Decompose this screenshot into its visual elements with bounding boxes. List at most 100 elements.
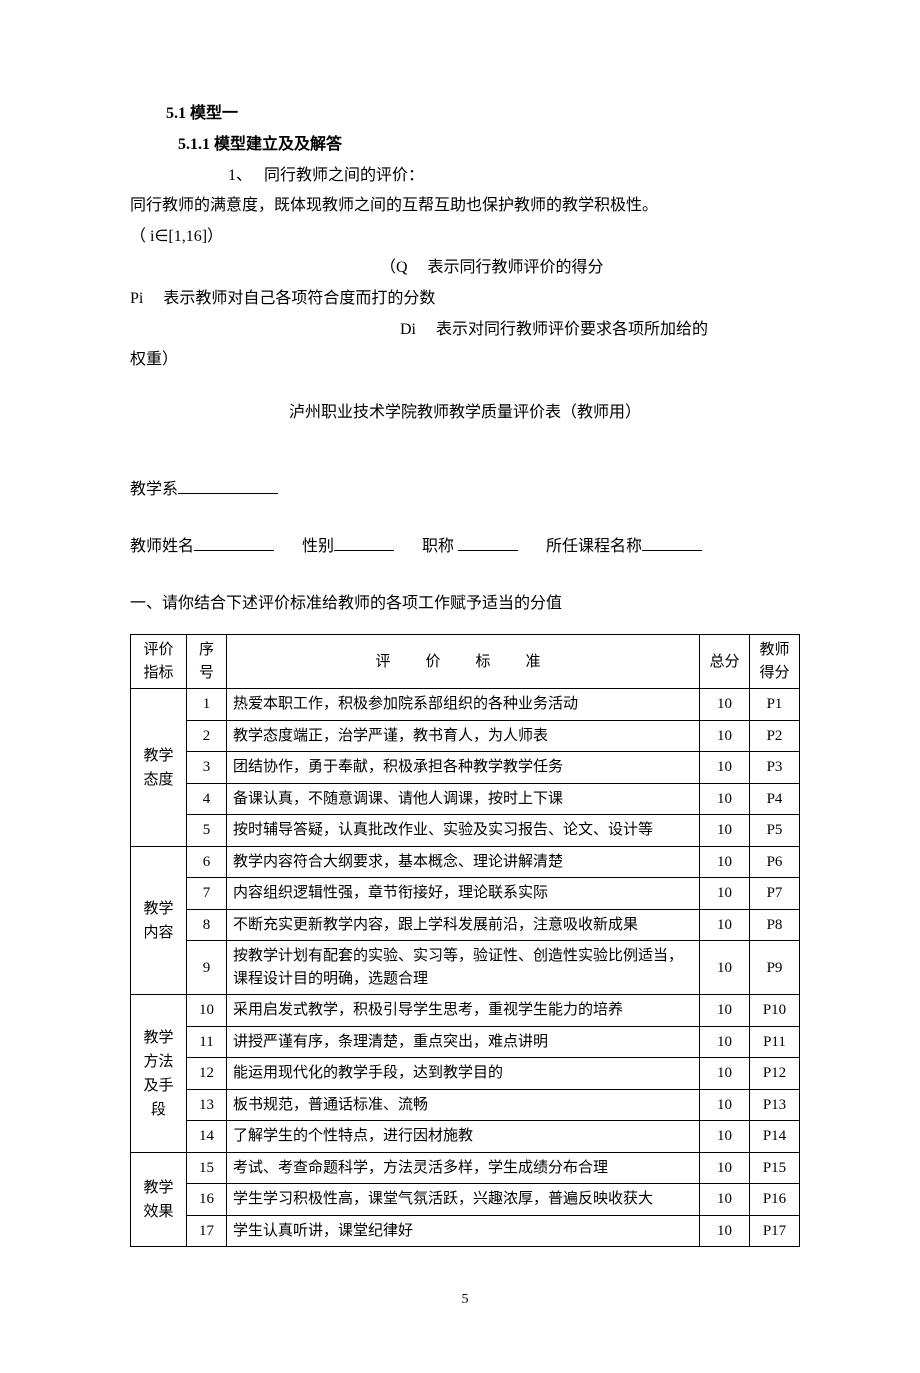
criteria-cell: 能运用现代化的教学手段，达到教学目的: [227, 1058, 700, 1090]
criteria-cell: 不断充实更新教学内容，跟上学科发展前沿，注意吸收新成果: [227, 909, 700, 941]
criteria-cell: 团结协作，勇于奉献，积极承担各种教学教学任务: [227, 752, 700, 784]
table-row: 2教学态度端正，治学严谨，教书育人，为人师表10P2: [131, 720, 800, 752]
indicator-cell: 教学方法及手段: [131, 995, 187, 1153]
blank-gender: [334, 533, 394, 551]
col-seq: 序号: [187, 635, 227, 689]
total-cell: 10: [700, 878, 750, 910]
table-row: 17学生认真听讲，课堂纪律好10P17: [131, 1215, 800, 1247]
score-cell: P1: [750, 689, 800, 721]
score-cell: P13: [750, 1089, 800, 1121]
table-title: 泸州职业技术学院教师教学质量评价表（教师用）: [130, 399, 800, 428]
score-cell: P7: [750, 878, 800, 910]
total-cell: 10: [700, 1089, 750, 1121]
seq-cell: 2: [187, 720, 227, 752]
col-total: 总分: [700, 635, 750, 689]
criteria-cell: 内容组织逻辑性强，章节衔接好，理论联系实际: [227, 878, 700, 910]
table-row: 13板书规范，普通话标准、流畅10P13: [131, 1089, 800, 1121]
criteria-cell: 采用启发式教学，积极引导学生思考，重视学生能力的培养: [227, 995, 700, 1027]
score-cell: P14: [750, 1121, 800, 1153]
total-cell: 10: [700, 941, 750, 995]
score-cell: P4: [750, 783, 800, 815]
table-row: 教学内容6教学内容符合大纲要求，基本概念、理论讲解清楚10P6: [131, 846, 800, 878]
instruction: 一、请你结合下述评价标准给教师的各项工作赋予适当的分值: [130, 590, 800, 619]
criteria-cell: 按教学计划有配套的实验、实习等，验证性、创造性实验比例适当，课程设计目的明确，选…: [227, 941, 700, 995]
total-cell: 10: [700, 846, 750, 878]
total-cell: 10: [700, 1121, 750, 1153]
criteria-cell: 教学态度端正，治学严谨，教书育人，为人师表: [227, 720, 700, 752]
score-cell: P2: [750, 720, 800, 752]
table-row: 8不断充实更新教学内容，跟上学科发展前沿，注意吸收新成果10P8: [131, 909, 800, 941]
seq-cell: 6: [187, 846, 227, 878]
indicator-cell: 教学态度: [131, 689, 187, 847]
table-row: 教学态度1热爱本职工作，积极参加院系部组织的各种业务活动10P1: [131, 689, 800, 721]
total-cell: 10: [700, 752, 750, 784]
total-cell: 10: [700, 909, 750, 941]
score-cell: P3: [750, 752, 800, 784]
indicator-cell: 教学效果: [131, 1152, 187, 1247]
seq-cell: 8: [187, 909, 227, 941]
heading-51: 5.1 模型一: [166, 100, 800, 129]
total-cell: 10: [700, 815, 750, 847]
criteria-cell: 考试、考查命题科学，方法灵活多样，学生成绩分布合理: [227, 1152, 700, 1184]
total-cell: 10: [700, 689, 750, 721]
score-cell: P9: [750, 941, 800, 995]
label-gender: 性别: [302, 538, 334, 555]
label-name: 教师姓名: [130, 538, 194, 555]
total-cell: 10: [700, 720, 750, 752]
criteria-cell: 按时辅导答疑，认真批改作业、实验及实习报告、论文、设计等: [227, 815, 700, 847]
intro-para-2: （ i∈[1,16]）: [130, 223, 800, 252]
score-cell: P16: [750, 1184, 800, 1216]
table-row: 16学生学习积极性高，课堂气氛活跃，兴趣浓厚，普遍反映收获大10P16: [131, 1184, 800, 1216]
intro-pi: Pi 表示教师对自己各项符合度而打的分数: [130, 285, 800, 314]
score-cell: P5: [750, 815, 800, 847]
seq-cell: 17: [187, 1215, 227, 1247]
intro-weight: 权重）: [130, 346, 800, 375]
label-dept: 教学系: [130, 481, 178, 498]
criteria-cell: 讲授严谨有序，条理清楚，重点突出，难点讲明: [227, 1026, 700, 1058]
blank-dept: [178, 476, 278, 494]
indicator-cell: 教学内容: [131, 846, 187, 995]
score-cell: P11: [750, 1026, 800, 1058]
criteria-cell: 学生学习积极性高，课堂气氛活跃，兴趣浓厚，普遍反映收获大: [227, 1184, 700, 1216]
form-info: 教师姓名 性别 职称 所任课程名称: [130, 533, 800, 562]
total-cell: 10: [700, 1058, 750, 1090]
total-cell: 10: [700, 1215, 750, 1247]
heading-511: 5.1.1 模型建立及及解答: [178, 131, 800, 160]
label-title: 职称: [422, 538, 454, 555]
score-cell: P12: [750, 1058, 800, 1090]
table-row: 5按时辅导答疑，认真批改作业、实验及实习报告、论文、设计等10P5: [131, 815, 800, 847]
criteria-cell: 热爱本职工作，积极参加院系部组织的各种业务活动: [227, 689, 700, 721]
table-row: 3团结协作，勇于奉献，积极承担各种教学教学任务10P3: [131, 752, 800, 784]
seq-cell: 10: [187, 995, 227, 1027]
col-score: 教师得分: [750, 635, 800, 689]
seq-cell: 12: [187, 1058, 227, 1090]
table-row: 12能运用现代化的教学手段，达到教学目的10P12: [131, 1058, 800, 1090]
page-number: 5: [130, 1287, 800, 1312]
seq-cell: 4: [187, 783, 227, 815]
seq-cell: 16: [187, 1184, 227, 1216]
score-cell: P8: [750, 909, 800, 941]
total-cell: 10: [700, 1152, 750, 1184]
criteria-cell: 备课认真，不随意调课、请他人调课，按时上下课: [227, 783, 700, 815]
criteria-cell: 教学内容符合大纲要求，基本概念、理论讲解清楚: [227, 846, 700, 878]
table-row: 11讲授严谨有序，条理清楚，重点突出，难点讲明10P11: [131, 1026, 800, 1058]
blank-title: [458, 533, 518, 551]
blank-name: [194, 533, 274, 551]
table-header-row: 评价指标 序号 评 价 标 准 总分 教师得分: [131, 635, 800, 689]
evaluation-table: 评价指标 序号 评 价 标 准 总分 教师得分 教学态度1热爱本职工作，积极参加…: [130, 634, 800, 1247]
table-body: 教学态度1热爱本职工作，积极参加院系部组织的各种业务活动10P12教学态度端正，…: [131, 689, 800, 1247]
table-row: 7内容组织逻辑性强，章节衔接好，理论联系实际10P7: [131, 878, 800, 910]
total-cell: 10: [700, 1184, 750, 1216]
total-cell: 10: [700, 995, 750, 1027]
form-dept: 教学系: [130, 476, 800, 505]
label-course: 所任课程名称: [546, 538, 642, 555]
score-cell: P15: [750, 1152, 800, 1184]
seq-cell: 11: [187, 1026, 227, 1058]
total-cell: 10: [700, 1026, 750, 1058]
score-cell: P10: [750, 995, 800, 1027]
intro-di: Di 表示对同行教师评价要求各项所加给的: [400, 316, 800, 345]
table-row: 14了解学生的个性特点，进行因材施教10P14: [131, 1121, 800, 1153]
criteria-cell: 板书规范，普通话标准、流畅: [227, 1089, 700, 1121]
total-cell: 10: [700, 783, 750, 815]
seq-cell: 3: [187, 752, 227, 784]
